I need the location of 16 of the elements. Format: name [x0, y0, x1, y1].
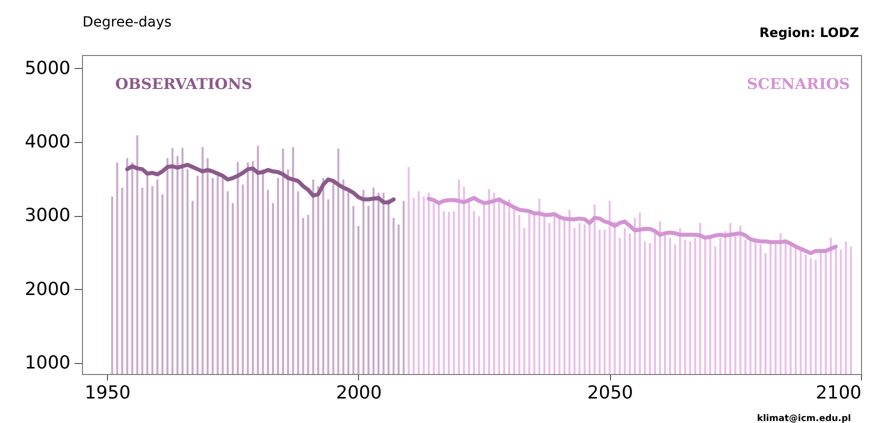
y-axis-title: Degree-days [82, 14, 172, 30]
y-tick-label: 5000 [24, 58, 70, 79]
x-tick-label: 2100 [816, 382, 862, 404]
line-series [125, 162, 396, 204]
x-tick-label: 2050 [587, 382, 634, 404]
line-series [426, 196, 838, 256]
chart-title: Region: LODZ [759, 26, 859, 41]
y-tick-label: 4000 [24, 131, 70, 152]
y-tick-label: 1000 [24, 352, 70, 374]
text: klimat@icm.edu.pl [756, 414, 851, 423]
y-tick-label: 2000 [24, 278, 70, 300]
x-tick-label: 2000 [336, 382, 382, 404]
y-tick-label: 3000 [24, 205, 70, 226]
text: SCENARIOS [746, 75, 850, 93]
text: OBSERVATIONS [115, 75, 252, 93]
x-tick-label: 1950 [84, 382, 131, 404]
